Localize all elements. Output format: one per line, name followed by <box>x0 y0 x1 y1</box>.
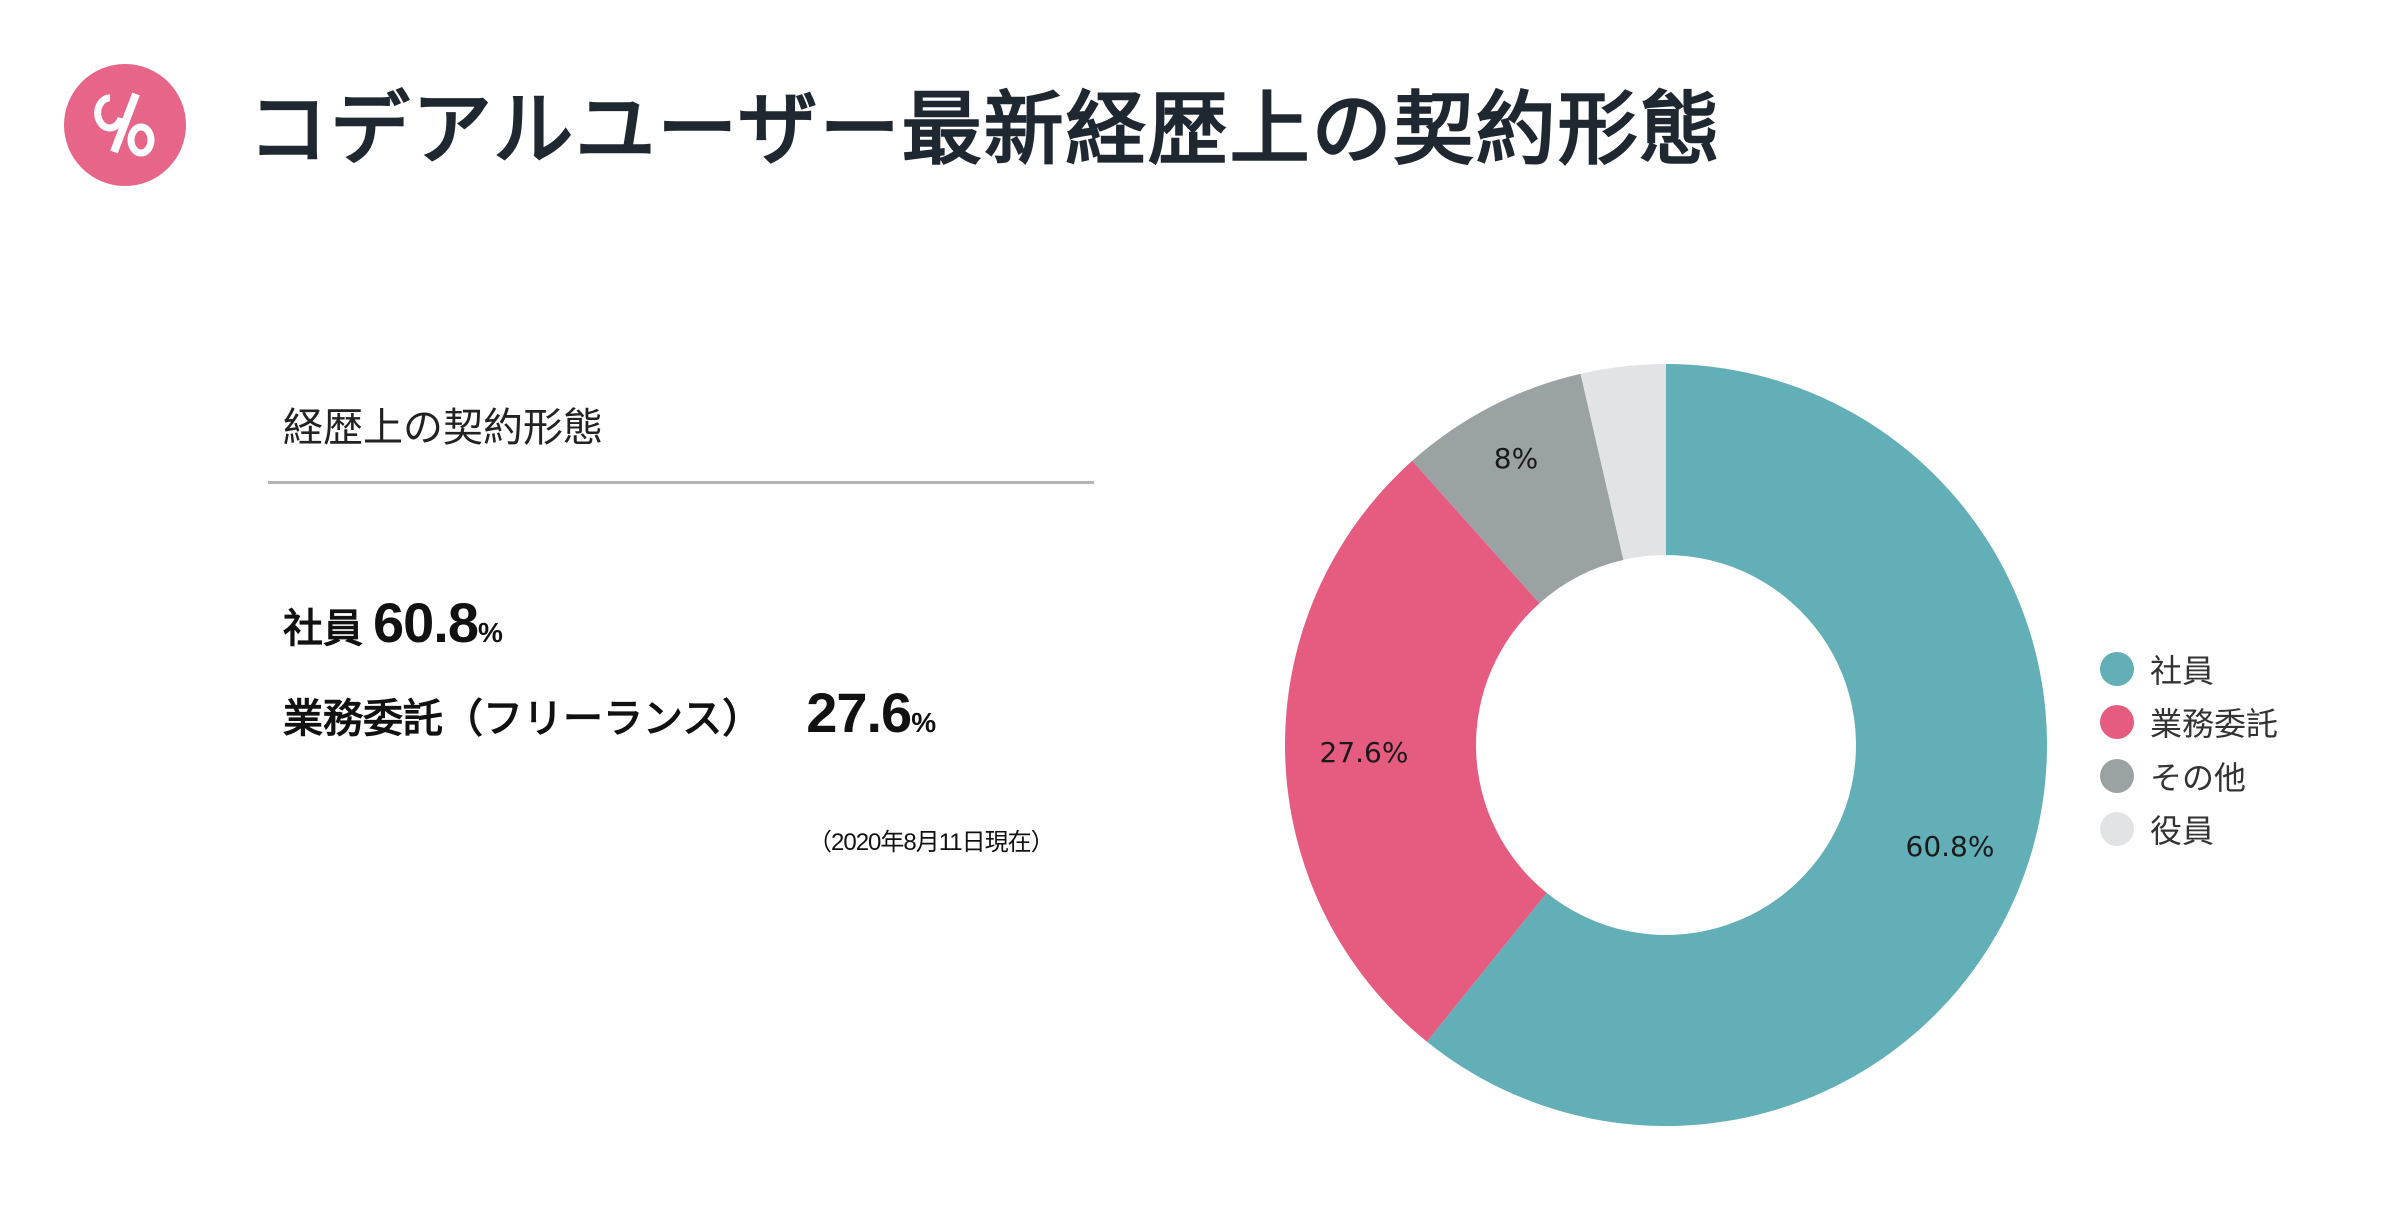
stat-employee: 社員 60.8% <box>283 590 503 655</box>
legend-item-employee: 社員 <box>2100 642 2278 696</box>
donut-slice-executive <box>1580 364 1666 560</box>
legend-label: その他 <box>2150 758 2247 797</box>
page-title: コデアルユーザー最新経歴上の契約形態 <box>248 83 1722 176</box>
legend-dot-icon <box>2100 758 2134 793</box>
chart-legend: 社員 業務委託 その他 役員 <box>2100 642 2278 856</box>
legend-item-contractor: 業務委託 <box>2100 696 2278 750</box>
legend-label: 社員 <box>2150 651 2215 690</box>
legend-item-executive: 役員 <box>2100 803 2278 857</box>
as-of-date-note: （2020年8月11日現在） <box>808 829 1055 856</box>
legend-label: 業務委託 <box>2150 705 2279 744</box>
stat-value: 27.6 <box>806 681 912 744</box>
slice-label-other: 8% <box>1494 442 1538 475</box>
donut-slice-contractor <box>1285 460 1547 1042</box>
slice-label-contractor: 27.6% <box>1320 736 1409 769</box>
stat-label: 社員 <box>283 606 363 652</box>
legend-dot-icon <box>2100 651 2134 686</box>
stat-unit: % <box>911 707 937 738</box>
donut-svg: 60.8% 27.6% 8% <box>1285 364 2047 1126</box>
donut-chart: 60.8% 27.6% 8% <box>1266 344 2066 1146</box>
stat-contractor: 業務委託（フリーランス） 27.6% <box>283 680 936 745</box>
legend-dot-icon <box>2100 705 2134 740</box>
stat-value: 60.8 <box>373 591 479 654</box>
legend-label: 役員 <box>2150 812 2215 851</box>
divider <box>268 481 1094 484</box>
legend-dot-icon <box>2100 812 2134 847</box>
stat-label: 業務委託（フリーランス） <box>283 696 763 742</box>
donut-slice-other <box>1412 373 1624 604</box>
summary-heading: 経歴上の契約形態 <box>283 405 603 451</box>
slice-label-employee: 60.8% <box>1906 830 1995 863</box>
stat-unit: % <box>478 617 503 648</box>
percent-icon <box>64 64 186 186</box>
legend-item-other: その他 <box>2100 749 2278 803</box>
donut-slice-employee <box>1426 364 2047 1126</box>
